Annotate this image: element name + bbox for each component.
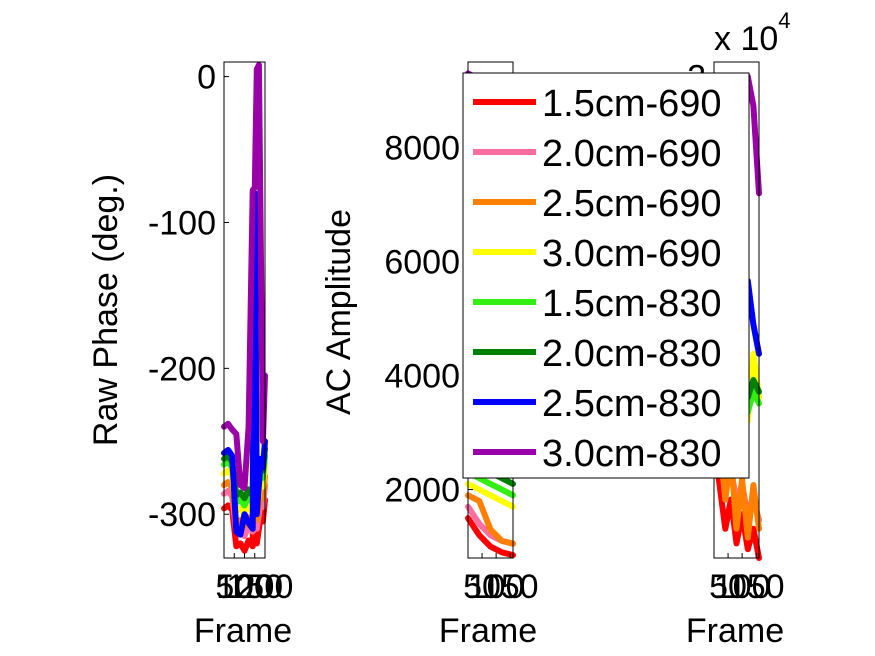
legend-box: [462, 72, 750, 479]
ytick-label: 8000: [384, 130, 460, 168]
ytick-label: 4000: [384, 358, 460, 396]
legend-label: 2.0cm-830: [542, 333, 722, 375]
xtick-label: 100: [468, 568, 525, 606]
legend-label: 2.5cm-690: [542, 183, 722, 225]
series-line-2.5cm-830: [221, 190, 268, 538]
legend-label: 2.0cm-690: [542, 133, 722, 175]
xtick-label: 100: [216, 568, 273, 606]
series-line-2.5cm-690: [465, 492, 516, 547]
ac-xlabel: Frame: [439, 612, 537, 650]
legend-label: 3.0cm-830: [542, 433, 722, 475]
ytick-label: 6000: [384, 244, 460, 282]
third-xlabel: Frame: [686, 612, 784, 650]
series-line-1.5cm-690: [711, 438, 762, 561]
xtick-label: 150: [482, 568, 539, 606]
third-multiplier: x 104: [714, 8, 791, 58]
ytick-label: 2000: [384, 472, 460, 510]
xtick-label: 100: [714, 568, 771, 606]
series-line-3.0cm-690: [465, 480, 516, 510]
xtick-label: 50: [215, 568, 253, 606]
xtick-label: 150: [226, 568, 283, 606]
legend-label: 1.5cm-690: [542, 83, 722, 125]
third-exponent: 4: [778, 8, 790, 33]
legend: 1.5cm-690 2.0cm-690 2.5cm-690 3.0cm-690 1.5c…: [462, 72, 750, 479]
ytick-label: -300: [148, 496, 216, 534]
ytick-label: -100: [148, 204, 216, 242]
xtick-label: 200: [237, 568, 294, 606]
ac-ylabel: AC Amplitude: [320, 209, 358, 415]
ytick-label: 0: [197, 59, 216, 97]
series-line-3.0cm-830: [221, 61, 268, 491]
phase-ylabel: Raw Phase (deg.): [87, 174, 125, 446]
legend-items: 1.5cm-690 2.0cm-690 2.5cm-690 3.0cm-690 1.5c…: [473, 83, 722, 475]
series-line-1.5cm-690: [465, 515, 516, 559]
xtick-label: 150: [728, 568, 785, 606]
legend-label: 1.5cm-830: [542, 283, 722, 325]
phase-series-group: [221, 61, 268, 554]
xtick-label: 50: [463, 568, 501, 606]
legend-label: 2.5cm-830: [542, 383, 722, 425]
xtick-label: 50: [709, 568, 747, 606]
ac-ytick-group: 2000 4000 6000 8000: [384, 130, 473, 510]
phase-xlabel: Frame: [194, 612, 292, 650]
ytick-label: -200: [148, 350, 216, 388]
legend-label: 3.0cm-690: [542, 233, 722, 275]
phase-ytick-group: 0 -100 -200 -300: [148, 59, 229, 534]
